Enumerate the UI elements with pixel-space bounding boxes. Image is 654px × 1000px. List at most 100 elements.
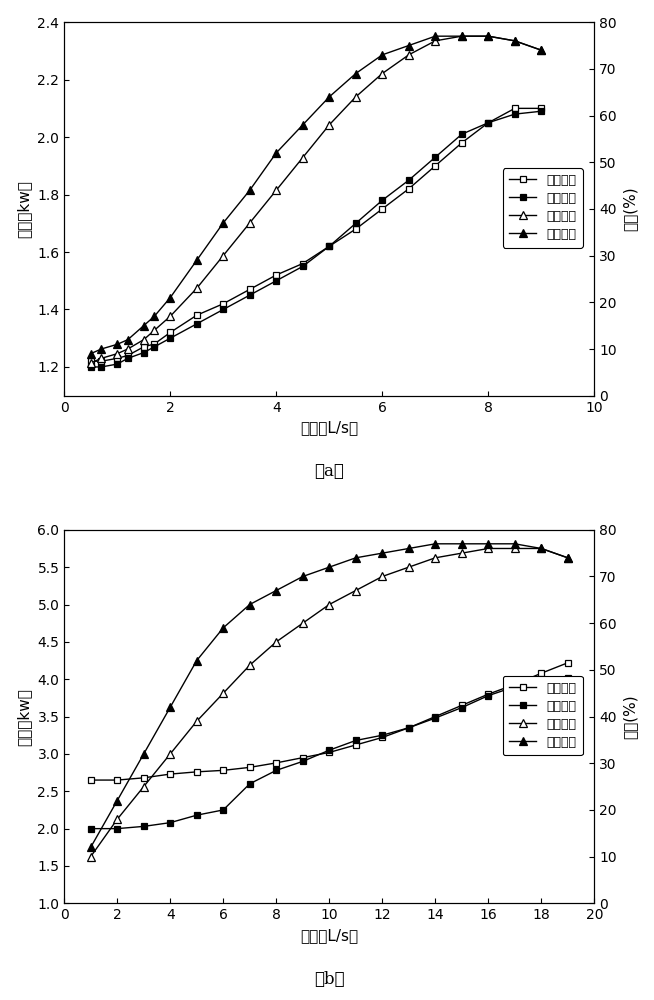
试验效率 [140,320,148,332]
试验效率 [140,748,148,760]
计算效率 [87,357,95,369]
试验功率 [113,358,121,370]
计算功率 [564,657,572,669]
试验效率 [485,30,492,42]
计算效率 [432,35,439,47]
试验功率 [166,817,174,829]
计算功率 [113,352,121,364]
试验效率 [432,538,439,550]
计算功率 [458,699,466,711]
计算效率 [193,715,201,727]
X-axis label: 流量（L/s）: 流量（L/s） [300,420,358,435]
试验效率 [325,561,333,573]
计算效率 [458,547,466,559]
计算功率 [193,766,201,778]
计算效率 [124,343,131,355]
Line: 计算功率: 计算功率 [88,660,571,783]
试验功率 [97,361,105,373]
试验效率 [511,538,519,550]
试验功率 [272,764,280,776]
试验效率 [113,795,121,807]
计算功率 [352,739,360,751]
计算功率 [299,258,307,270]
计算功率 [87,355,95,367]
计算效率 [325,599,333,611]
计算功率 [325,240,333,252]
计算功率 [405,183,413,195]
计算功率 [140,341,148,353]
计算效率 [113,813,121,825]
Line: 试验功率: 试验功率 [88,675,571,832]
计算功率 [432,160,439,172]
计算效率 [166,310,174,322]
试验效率 [166,292,174,304]
试验效率 [272,147,280,159]
计算效率 [511,35,519,47]
计算功率 [97,355,105,367]
试验效率 [405,40,413,52]
计算效率 [299,617,307,629]
试验功率 [378,729,386,741]
计算效率 [272,636,280,648]
计算效率 [219,687,227,699]
Y-axis label: 效率(%): 效率(%) [623,187,638,231]
计算功率 [124,349,131,361]
计算功率 [113,774,121,786]
计算功率 [432,711,439,723]
Line: 试验效率: 试验效率 [87,32,545,357]
计算功率 [458,137,466,149]
试验效率 [378,547,386,559]
试验功率 [246,289,254,301]
试验功率 [193,318,201,330]
计算功率 [87,774,95,786]
计算效率 [352,585,360,597]
试验效率 [405,542,413,554]
试验功率 [405,722,413,734]
计算效率 [166,748,174,760]
试验功率 [113,823,121,835]
Text: （b）: （b） [314,971,345,988]
计算功率 [166,326,174,338]
计算功率 [538,102,545,114]
试验功率 [166,332,174,344]
计算功率 [140,772,148,784]
计算效率 [113,348,121,360]
试验功率 [511,108,519,120]
计算功率 [272,757,280,769]
X-axis label: 流量（L/s）: 流量（L/s） [300,928,358,943]
试验功率 [538,105,545,117]
试验效率 [150,310,158,322]
计算效率 [378,68,386,80]
计算效率 [564,552,572,564]
试验功率 [219,804,227,816]
试验功率 [299,260,307,272]
计算效率 [538,44,545,56]
试验功率 [564,672,572,684]
试验效率 [378,49,386,61]
计算效率 [150,324,158,336]
计算功率 [325,746,333,758]
试验功率 [219,303,227,315]
试验效率 [511,35,519,47]
试验效率 [246,184,254,196]
试验效率 [432,30,439,42]
试验效率 [564,552,572,564]
试验功率 [246,778,254,790]
试验功率 [193,809,201,821]
计算效率 [299,152,307,164]
计算效率 [140,334,148,346]
计算效率 [272,184,280,196]
试验效率 [538,44,545,56]
Legend: 计算功率, 试验功率, 计算效率, 试验效率: 计算功率, 试验功率, 计算效率, 试验效率 [503,168,583,248]
计算效率 [458,30,466,42]
计算效率 [432,552,439,564]
试验功率 [124,352,131,364]
计算效率 [246,217,254,229]
计算效率 [140,781,148,793]
试验功率 [352,734,360,746]
计算功率 [352,223,360,235]
计算功率 [193,309,201,321]
试验功率 [140,347,148,359]
计算效率 [405,561,413,573]
Y-axis label: 功率（kw）: 功率（kw） [16,180,31,238]
